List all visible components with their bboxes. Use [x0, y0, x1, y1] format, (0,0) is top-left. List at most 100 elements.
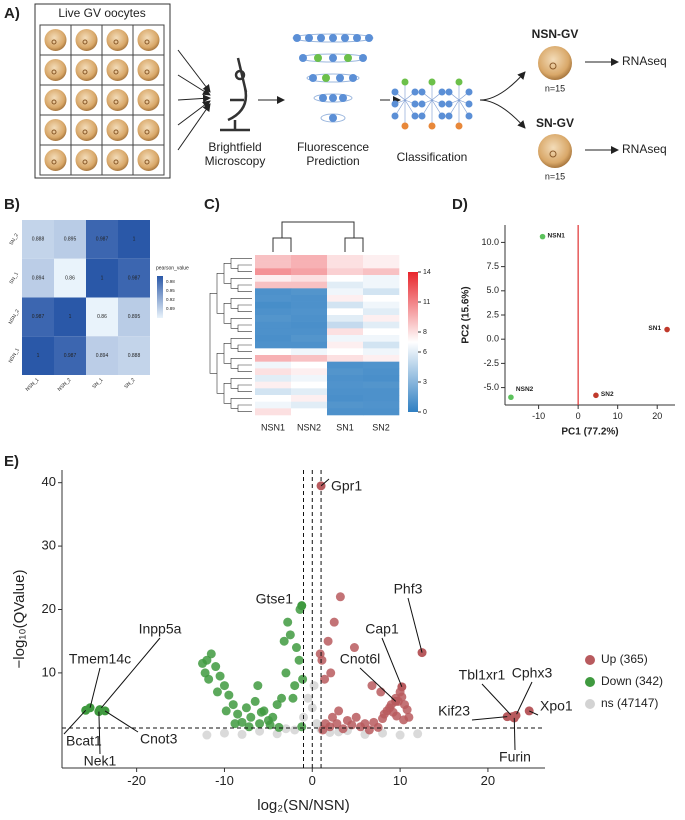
gene-point: [347, 720, 357, 730]
y-tick-label: 10.0: [481, 237, 499, 247]
node: [391, 100, 399, 108]
panel-label: C): [204, 196, 220, 213]
row-dendrogram: [230, 358, 252, 369]
panel-label: E): [4, 453, 19, 470]
heat-cell: [327, 375, 364, 382]
node: [455, 122, 463, 130]
heat-cell: [327, 401, 364, 409]
cell-label: 0.987: [32, 314, 45, 320]
leader-line: [407, 597, 423, 653]
gene-point: [309, 681, 319, 691]
cell-label: 1: [37, 353, 40, 359]
outcome-name: NSN-GV: [532, 27, 579, 41]
gene-point: [221, 706, 231, 716]
colorbar-title: pearson_value: [156, 265, 189, 271]
gene-point: [206, 649, 216, 659]
row-dendrogram: [230, 398, 252, 409]
gene-point: [211, 662, 221, 672]
row-dendrogram: [230, 298, 252, 309]
gene-label: Cnot3: [140, 731, 178, 747]
gene-point: [283, 617, 293, 627]
heat-cell: [291, 315, 328, 322]
heat-cell: [291, 308, 328, 316]
heat-cell: [255, 281, 292, 289]
pca-point: [508, 394, 514, 401]
node: [411, 100, 419, 108]
heat-cell: [291, 255, 328, 262]
gene-point: [285, 630, 295, 640]
nucleus: [82, 159, 88, 165]
node: [314, 54, 322, 62]
heat-cell: [363, 315, 400, 322]
gene-point: [204, 674, 214, 684]
gene-point: [290, 681, 300, 691]
heat-cell: [327, 261, 364, 269]
point-label: SN2: [601, 391, 614, 398]
legend-label: Up (365): [601, 652, 648, 666]
step-label: Brightfield: [208, 140, 261, 154]
heat-cell: [363, 348, 400, 356]
workflow: Live GV oocytes Brightfield Microscopy F…: [34, 3, 667, 181]
heat-cell: [255, 388, 292, 396]
heat-cell: [291, 281, 328, 289]
node: [329, 54, 337, 62]
node: [465, 88, 473, 96]
heat-cell: [363, 361, 400, 369]
heat-cell: [118, 258, 150, 298]
gene-point: [294, 655, 304, 665]
gene-label: Tbl1xr1: [459, 667, 506, 683]
leader-line: [359, 667, 397, 702]
gene-label: Cap1: [365, 621, 399, 637]
gene-point: [219, 681, 229, 691]
nucleus: [82, 69, 88, 75]
step-label: Prediction: [306, 154, 359, 168]
node: [365, 34, 373, 42]
node: [341, 34, 349, 42]
leader-line: [99, 637, 161, 710]
gene-point: [326, 668, 336, 678]
node: [418, 112, 426, 120]
pca-point: [593, 392, 599, 399]
heat-cell: [291, 301, 328, 309]
heat-cell: [327, 348, 364, 356]
nucleus: [82, 39, 88, 45]
x-axis-title: PC1 (77.2%): [561, 427, 618, 438]
column-dendrogram: [272, 221, 364, 252]
x-tick-label: SN_1: [91, 377, 104, 390]
node: [418, 88, 426, 96]
heat-cell: [363, 341, 400, 349]
leader-line: [381, 637, 403, 688]
heat-cell: [291, 375, 328, 382]
gene-label: Cphx3: [512, 665, 553, 681]
gene-point: [215, 671, 225, 681]
y-tick-label: 5.0: [486, 285, 499, 295]
heat-cell: [327, 368, 364, 376]
arrows: [177, 49, 619, 154]
node: [445, 88, 453, 96]
gene-point: [241, 703, 251, 713]
point-label: NSN1: [548, 232, 566, 239]
gene-point: [323, 636, 333, 646]
node: [319, 94, 327, 102]
gene-point: [307, 703, 317, 713]
x-tick-label: NSN_1: [25, 377, 41, 393]
gene-point: [246, 712, 256, 722]
classification-network-icon: [391, 78, 473, 130]
colorbar: [408, 272, 418, 412]
colorbar-tick-label: 0.89: [166, 306, 175, 311]
gene-label: Tmem14c: [69, 651, 131, 667]
row-dendrogram: [230, 338, 252, 349]
heat-cell: [255, 375, 292, 382]
gene-point: [334, 706, 344, 716]
node: [359, 54, 367, 62]
heat-cell: [327, 308, 364, 316]
x-tick-label: -10: [532, 411, 545, 421]
y-tick-label: 20: [42, 601, 56, 616]
node: [329, 34, 337, 42]
heat-cell: [118, 297, 150, 337]
heat-cell: [327, 268, 364, 276]
gene-point: [250, 696, 260, 706]
row-dendrogram: [237, 404, 252, 412]
gene-point: [281, 724, 291, 734]
nucleus: [144, 99, 150, 105]
